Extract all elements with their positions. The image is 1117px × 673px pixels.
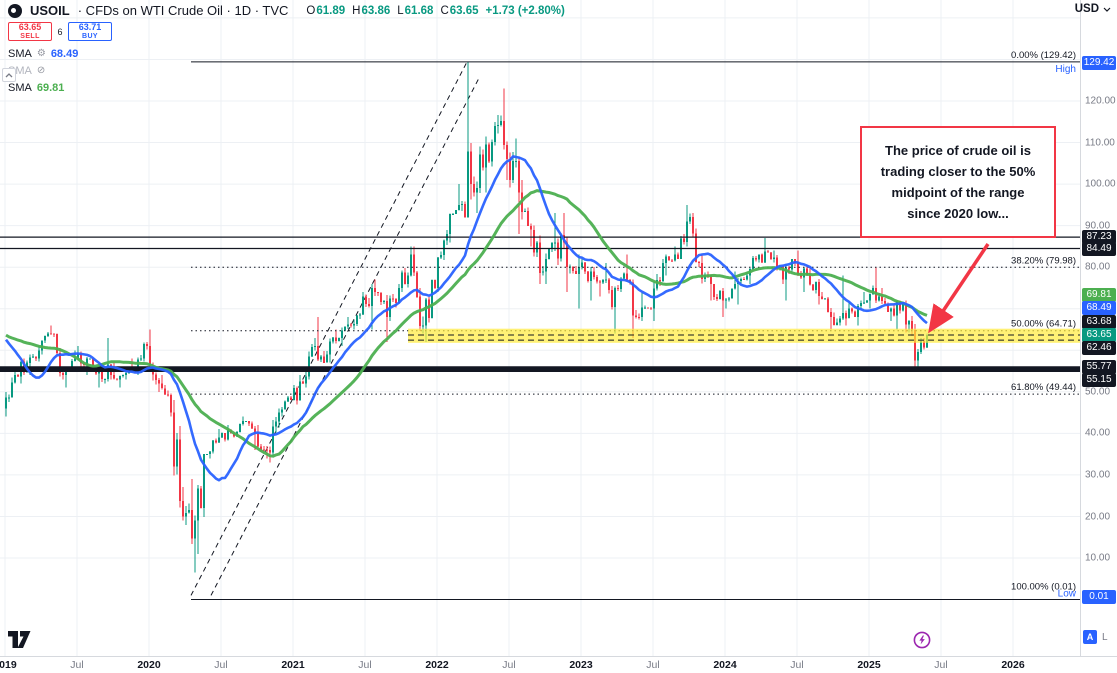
price-label-box: 68.49 [1082, 301, 1116, 315]
ohlc-item: H63.86 [352, 4, 391, 17]
annotation-text: midpoint of the range [891, 185, 1025, 200]
time-axis-label: 2026 [1001, 659, 1025, 671]
price-label-box: 84.49 [1082, 242, 1116, 256]
price-label-box: 55.15 [1082, 373, 1116, 387]
indicator-row[interactable]: SMA 69.81 [8, 81, 65, 94]
price-label-box: 0.01 [1082, 590, 1116, 604]
price-tick: 100.00 [1085, 178, 1116, 190]
annotation-arrow [928, 243, 990, 334]
scale-buttons: A L [1083, 630, 1108, 644]
sell-price: 63.65 [18, 22, 42, 32]
tradingview-logo-icon[interactable] [6, 629, 32, 656]
legend-collapse-button[interactable] [2, 68, 16, 82]
svg-text:100.00% (0.01): 100.00% (0.01) [1011, 582, 1076, 593]
highlight-band [408, 328, 1080, 343]
ohlc-change: +1.73 (+2.80%) [485, 4, 565, 17]
time-axis-label: Jul [502, 659, 516, 671]
price-label-box: 62.46 [1082, 341, 1116, 355]
sell-label: SELL [20, 33, 40, 40]
svg-text:50.00% (64.71): 50.00% (64.71) [1011, 319, 1076, 330]
chevron-down-icon [1103, 7, 1111, 12]
indicator-legend: SMA ⚙ 68.49 SMA ⊘ SMA 69.81 [8, 45, 78, 96]
price-label-box: 63.68 [1082, 315, 1116, 329]
sma-fast-line [4, 155, 928, 482]
currency-label: USD [1074, 3, 1099, 15]
ohlc-values: O61.89 H63.86 L61.68 C63.65 +1.73 (+2.80%) [306, 5, 564, 17]
high-label: High [1055, 64, 1076, 75]
ohlc-item: C63.65 [440, 4, 479, 17]
annotation-callout[interactable]: The price of crude oil is trading closer … [860, 126, 1056, 238]
buy-label: BUY [82, 33, 98, 40]
price-label-box: 129.42 [1082, 56, 1116, 70]
time-axis-label: 2020 [137, 659, 161, 671]
price-label-box: 63.65 [1082, 328, 1116, 342]
price-tick: 30.00 [1085, 469, 1111, 481]
price-axis[interactable]: 120.00 110.00 100.00 90.00 80.00 50.00 40.00 30… [1080, 0, 1117, 656]
time-axis-label: 2025 [857, 659, 881, 671]
low-label: Low [1058, 589, 1077, 600]
price-tick: 110.00 [1085, 137, 1115, 148]
candlesticks [5, 61, 928, 573]
time-axis-label: 2021 [281, 659, 305, 671]
time-axis-label: Jul [70, 659, 84, 671]
time-axis-label: 2022 [425, 659, 449, 671]
ohlc-item: O61.89 [306, 4, 346, 17]
symbol-name[interactable]: USOIL [30, 3, 70, 18]
time-axis-label: 2024 [713, 659, 737, 671]
price-label-box: 69.81 [1082, 288, 1116, 302]
time-axis[interactable]: 2019 Jul 2020 Jul 2021 Jul 2022 Jul 2023 Jul 2024 J… [0, 656, 1117, 673]
price-chart-canvas[interactable]: 0.00% (129.42) 38.20% (79.98) 50.00% (64.7… [0, 0, 1080, 656]
sell-button[interactable]: 63.65 SELL [8, 22, 52, 41]
price-tick: 40.00 [1085, 427, 1111, 439]
time-axis-label: 2019 [0, 659, 17, 671]
chevron-up-icon [5, 72, 13, 77]
price-tick: 10.00 [1085, 552, 1111, 564]
svg-text:0.00% (129.42): 0.00% (129.42) [1011, 50, 1076, 61]
symbol-legend[interactable]: USOIL · CFDs on WTI Crude Oil · 1D · TVC… [8, 3, 565, 18]
time-axis-label: 2023 [569, 659, 593, 671]
buy-price: 63.71 [78, 22, 102, 32]
annotation-text: The price of crude oil is [885, 143, 1031, 158]
buy-button[interactable]: 63.71 BUY [68, 22, 112, 41]
trendlines [190, 61, 481, 596]
sma-slow-line [5, 189, 928, 458]
trade-panel: 63.65 SELL 6 63.71 BUY [8, 22, 112, 41]
price-tick: 90.00 [1085, 220, 1111, 232]
price-tick: 120.00 [1085, 95, 1116, 107]
symbol-description: · CFDs on WTI Crude Oil · 1D · TVC [77, 3, 289, 18]
ohlc-item: L61.68 [397, 4, 434, 17]
gear-icon[interactable]: ⚙ [36, 47, 46, 59]
log-scale-button[interactable]: L [1102, 631, 1108, 643]
indicator-row[interactable]: SMA ⚙ 68.49 [8, 47, 79, 60]
auto-scale-button[interactable]: A [1083, 630, 1097, 644]
time-axis-label: Jul [934, 659, 948, 671]
svg-text:38.20% (79.98): 38.20% (79.98) [1011, 255, 1076, 266]
price-label-box: 55.77 [1082, 360, 1116, 374]
fib-labels: 0.00% (129.42) 38.20% (79.98) 50.00% (64.7… [1011, 50, 1076, 593]
time-axis-label: Jul [214, 659, 228, 671]
spread-value: 6 [57, 26, 63, 37]
time-axis-label: Jul [646, 659, 660, 671]
eye-off-icon[interactable]: ⊘ [36, 64, 46, 76]
currency-selector[interactable]: USD [1075, 3, 1111, 15]
annotation-text: since 2020 low... [907, 206, 1009, 221]
annotation-text: trading closer to the 50% [880, 164, 1036, 179]
lightning-circle-icon[interactable] [913, 631, 931, 654]
svg-text:61.80% (49.44): 61.80% (49.44) [1011, 382, 1076, 393]
time-axis-label: Jul [358, 659, 372, 671]
price-label-box: 87.23 [1082, 230, 1116, 244]
price-tick: 50.00 [1085, 386, 1111, 398]
indicator-row[interactable]: SMA ⊘ [8, 64, 46, 77]
price-tick: 80.00 [1085, 261, 1111, 273]
symbol-logo-icon [8, 3, 22, 18]
price-tick: 20.00 [1085, 511, 1111, 522]
time-axis-label: Jul [790, 659, 804, 671]
